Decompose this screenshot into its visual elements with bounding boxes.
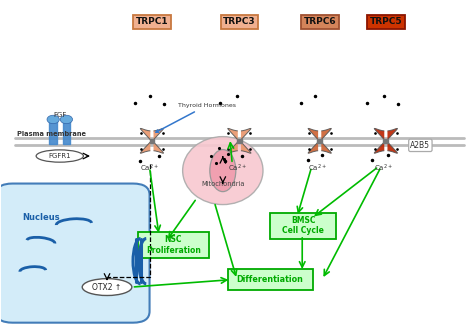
Bar: [383, 139, 388, 143]
PathPatch shape: [387, 128, 398, 140]
PathPatch shape: [241, 128, 251, 140]
Ellipse shape: [182, 136, 263, 204]
Text: Mitochondria: Mitochondria: [201, 180, 245, 187]
PathPatch shape: [241, 142, 251, 153]
Text: FGF: FGF: [53, 112, 66, 118]
Bar: [317, 139, 322, 143]
Text: Ca$^{2+}$: Ca$^{2+}$: [308, 162, 327, 174]
Text: NSC
Proliferation: NSC Proliferation: [146, 235, 201, 255]
PathPatch shape: [228, 142, 238, 153]
Bar: [237, 139, 242, 143]
Circle shape: [60, 115, 73, 124]
PathPatch shape: [321, 142, 331, 153]
FancyBboxPatch shape: [138, 232, 209, 258]
Ellipse shape: [36, 150, 83, 162]
Ellipse shape: [82, 279, 132, 295]
PathPatch shape: [140, 128, 150, 140]
Text: OTX2 ↑: OTX2 ↑: [92, 283, 122, 292]
PathPatch shape: [308, 142, 318, 153]
Text: Ca$^{2+}$: Ca$^{2+}$: [374, 162, 393, 174]
Text: Ca$^{2+}$: Ca$^{2+}$: [228, 162, 246, 174]
Text: Nucleus: Nucleus: [22, 213, 60, 222]
Text: Plasma membrane: Plasma membrane: [17, 131, 86, 137]
PathPatch shape: [387, 142, 398, 153]
Circle shape: [47, 115, 59, 124]
PathPatch shape: [321, 128, 331, 140]
Bar: [49, 121, 57, 144]
Text: BMSC
Cell Cycle: BMSC Cell Cycle: [282, 216, 324, 235]
PathPatch shape: [308, 128, 318, 140]
PathPatch shape: [154, 128, 164, 140]
PathPatch shape: [374, 128, 384, 140]
PathPatch shape: [228, 128, 238, 140]
Text: Ca$^{2+}$: Ca$^{2+}$: [140, 162, 159, 174]
FancyBboxPatch shape: [228, 269, 313, 290]
Text: FGFR1: FGFR1: [48, 153, 71, 159]
Text: TRPC5: TRPC5: [370, 17, 402, 26]
Text: TRPC6: TRPC6: [303, 17, 336, 26]
PathPatch shape: [154, 142, 164, 153]
Text: TRPC1: TRPC1: [136, 17, 168, 26]
Text: Thyroid Hormones: Thyroid Hormones: [156, 103, 236, 132]
FancyBboxPatch shape: [0, 184, 150, 323]
Bar: [150, 139, 155, 143]
Text: TRPC3: TRPC3: [223, 17, 255, 26]
PathPatch shape: [140, 142, 150, 153]
Text: Differentiation: Differentiation: [237, 275, 303, 284]
Text: A2B5: A2B5: [410, 141, 430, 150]
FancyBboxPatch shape: [270, 213, 336, 239]
PathPatch shape: [374, 142, 384, 153]
Bar: [63, 121, 70, 144]
Ellipse shape: [210, 150, 236, 192]
